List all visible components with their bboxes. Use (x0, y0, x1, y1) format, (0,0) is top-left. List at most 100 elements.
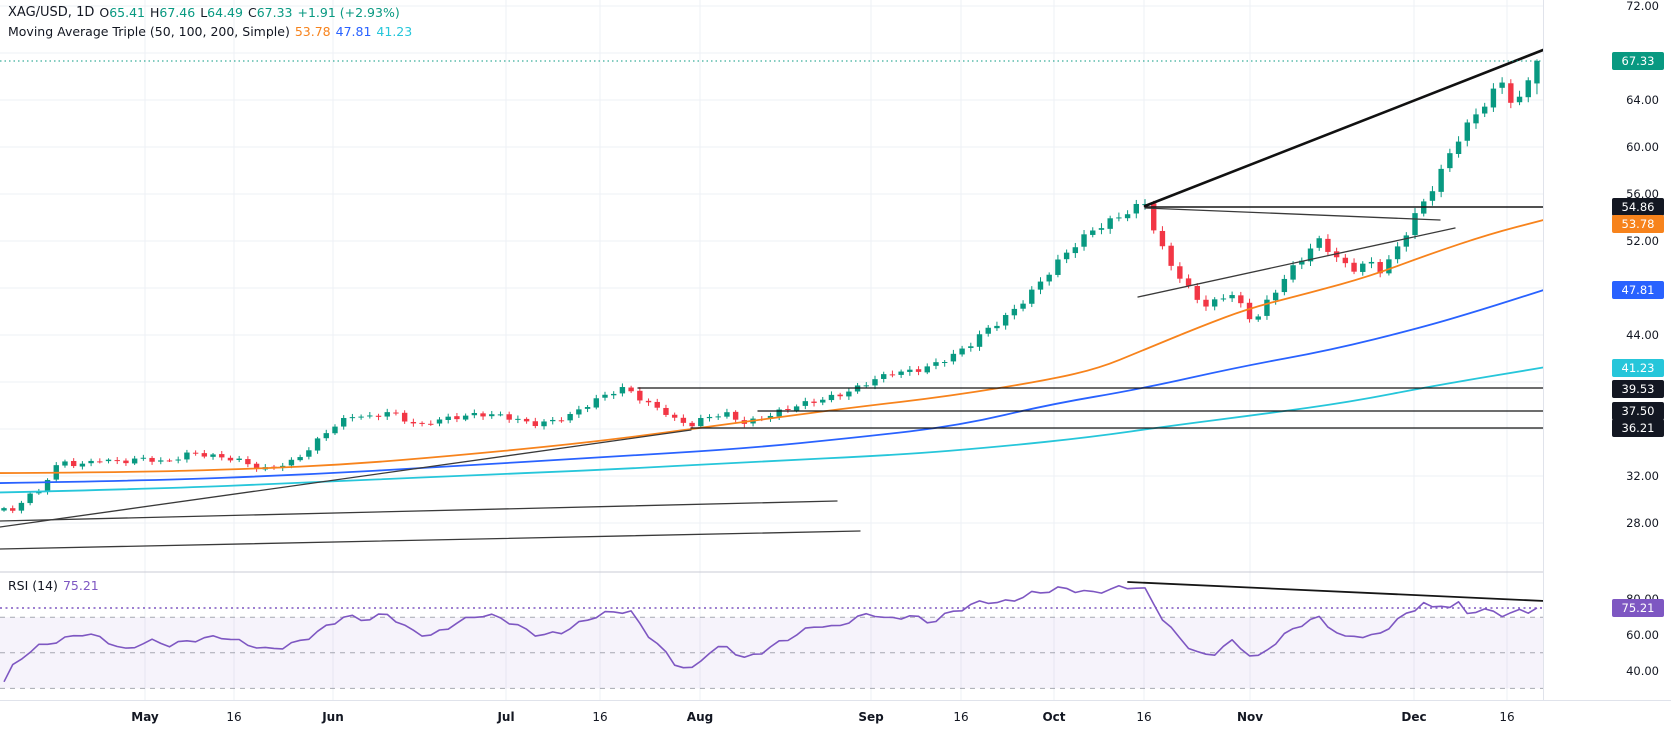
candle-up (924, 366, 930, 373)
trendline[interactable] (0, 429, 692, 528)
candle-down (253, 463, 260, 469)
candle-up (706, 416, 713, 419)
time-tick-month: Oct (1042, 710, 1066, 724)
candle-down (1177, 266, 1183, 279)
ma-indicator-row: Moving Average Triple (50, 100, 200, Sim… (8, 22, 412, 41)
candle-up (18, 502, 25, 511)
high-value: H 67.46 (150, 5, 196, 20)
price-axis-label: 52.00 (1626, 234, 1659, 248)
candle-up (489, 414, 495, 417)
candle-up (602, 394, 608, 398)
candle-up (1482, 106, 1488, 114)
candle-down (166, 460, 173, 462)
trendline[interactable] (0, 500, 838, 522)
candle-up (550, 419, 556, 422)
candle-down (1159, 230, 1166, 247)
candle-up (1116, 217, 1122, 219)
candle-up (1368, 261, 1375, 264)
candle-down (97, 461, 103, 463)
price-badge: 67.33 (1612, 52, 1664, 70)
candle-down (1203, 299, 1209, 307)
candle-up (863, 385, 869, 387)
ma100-value: 47.81 (335, 24, 372, 39)
rsi-line (3, 584, 1538, 683)
candle-up (828, 394, 835, 401)
candle-up (933, 362, 939, 366)
price-axis[interactable]: 72.00 64.00 60.00 56.00 52.00 44.00 32.00 28.00… (1543, 0, 1671, 700)
ma200-line[interactable] (0, 366, 1544, 494)
candle-up (985, 327, 991, 334)
candle-up (1264, 299, 1270, 316)
candle-down (1351, 262, 1357, 272)
candle-down (401, 412, 408, 422)
candle-up (715, 416, 721, 418)
ma50-line[interactable] (0, 219, 1544, 474)
candle-up (567, 414, 573, 421)
candle-up (471, 413, 478, 416)
candle-up (1063, 252, 1070, 260)
candle-up (515, 418, 521, 420)
time-axis[interactable]: May 16 Jun Jul 16 Aug Sep 16 Oct 16 Nov Dec 16 (0, 700, 1671, 735)
price-badge: 47.81 (1612, 281, 1664, 299)
rsi-indicator-title[interactable]: RSI (14) (8, 578, 58, 593)
time-tick-month: Sep (858, 710, 884, 724)
candle-down (123, 460, 129, 464)
candle-up (1307, 248, 1314, 262)
candle-up (340, 418, 347, 427)
candle-up (776, 409, 782, 417)
candle-up (846, 391, 852, 397)
rsi-trendline[interactable] (1127, 581, 1546, 602)
candle-up (872, 379, 878, 386)
candle-up (210, 454, 216, 457)
candle-up (288, 459, 295, 466)
candle-up (436, 419, 443, 424)
time-tick-day: 16 (1136, 710, 1152, 724)
trendline[interactable] (1143, 48, 1545, 208)
price-badge: 54.86 (1612, 198, 1664, 216)
price-axis-label: 44.00 (1626, 328, 1659, 342)
time-tick-month: Aug (686, 710, 714, 724)
candle-down (915, 369, 922, 372)
ma-indicator-title[interactable]: Moving Average Triple (50, 100, 200, Sim… (8, 24, 290, 39)
candle-up (1002, 315, 1009, 326)
candle-up (314, 438, 321, 451)
candle-up (767, 415, 774, 419)
candle-up (1394, 246, 1401, 260)
time-tick-month: Dec (1401, 710, 1427, 724)
ma100-line[interactable] (0, 289, 1544, 484)
trendline[interactable] (0, 530, 861, 550)
candle-down (454, 416, 460, 420)
candle-down (219, 454, 225, 458)
candle-up (1255, 316, 1261, 320)
candle-up (1072, 247, 1079, 254)
candle-up (88, 460, 94, 464)
trendline[interactable] (1144, 207, 1441, 221)
candle-up (698, 418, 704, 427)
candle-down (1377, 262, 1383, 274)
close-value: C 67.33 (247, 5, 293, 20)
candle-up (1403, 235, 1410, 247)
price-badge: 37.50 (1612, 402, 1664, 420)
candle-up (1473, 114, 1479, 124)
candle-up (1142, 204, 1148, 206)
candle-down (1238, 295, 1244, 304)
candle-down (680, 417, 687, 423)
time-tick-month: Jul (497, 710, 515, 724)
candle-up (131, 458, 138, 464)
symbol-title[interactable]: XAG/USD, 1D (8, 5, 95, 20)
price-axis-label: 28.00 (1626, 516, 1659, 530)
candle-up (236, 458, 242, 460)
price-axis-label: 72.00 (1626, 0, 1659, 13)
candle-up (1229, 295, 1235, 299)
candle-up (1316, 238, 1322, 248)
candle-down (663, 407, 669, 415)
candle-up (611, 393, 617, 396)
trendline[interactable] (1137, 227, 1456, 298)
candle-up (541, 421, 547, 427)
candle-down (480, 413, 486, 417)
price-badge: 53.78 (1612, 215, 1664, 233)
candle-down (227, 457, 234, 461)
candle-down (1151, 203, 1157, 231)
